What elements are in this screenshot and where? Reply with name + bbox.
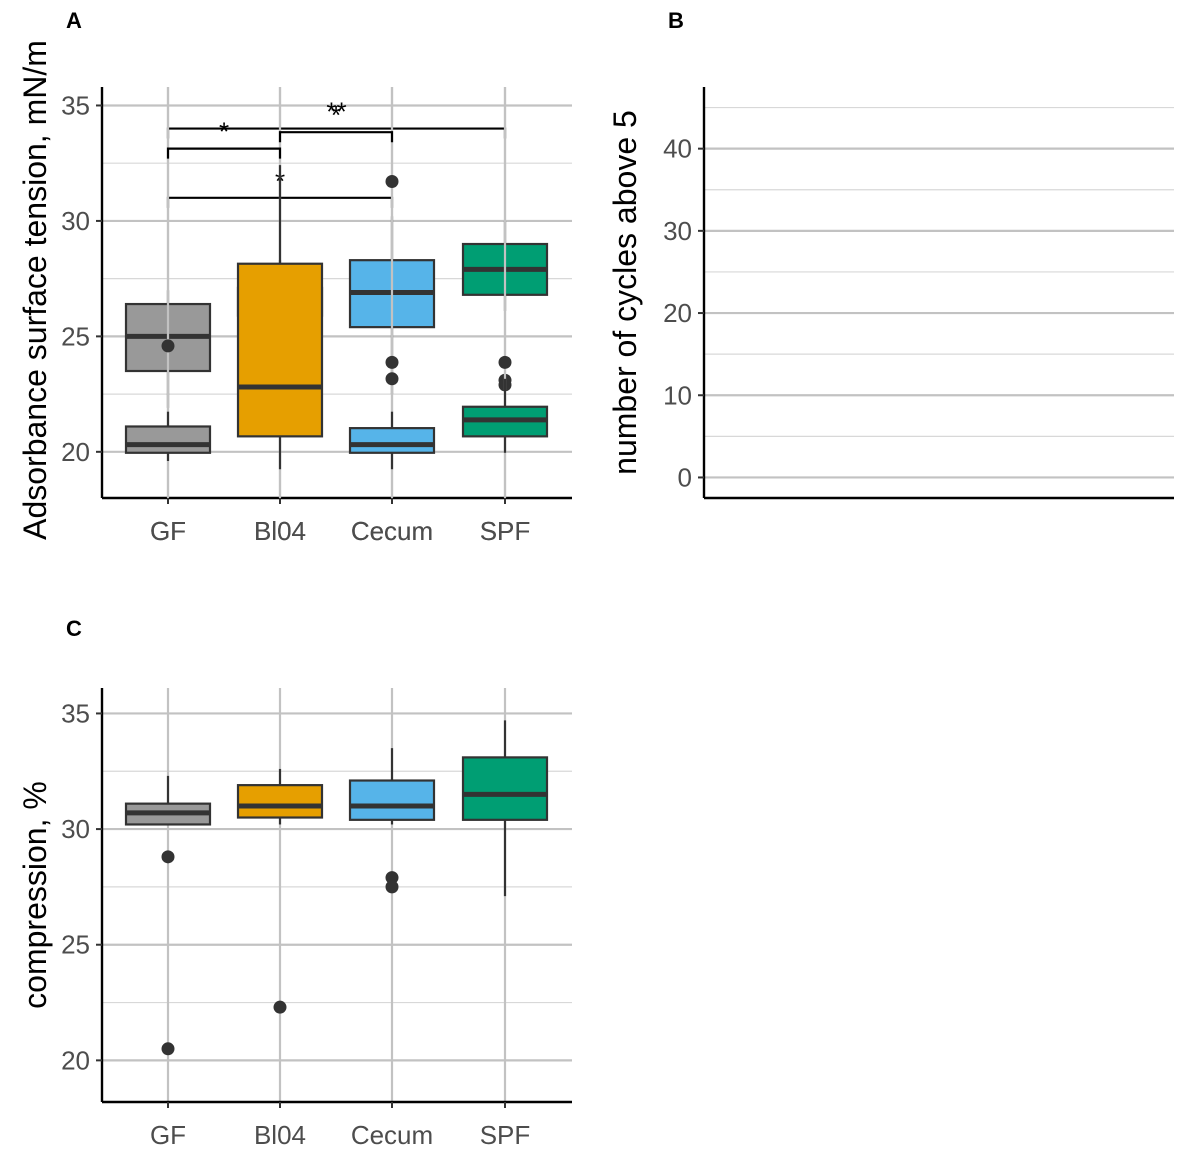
box-cecum (348, 427, 436, 454)
outlier-point-cecum (385, 871, 399, 885)
y-tick-label: 25 (61, 321, 90, 351)
y-tick-label: 20 (663, 298, 692, 328)
y-axis-title: number of cycles above 5 (607, 110, 643, 475)
y-tick-label: 10 (663, 380, 692, 410)
box-gf (124, 425, 212, 454)
x-tick-label: SPF (480, 516, 531, 546)
panel-c: C 20 25 30 35 GF Bl04 Cecum SPF compression, % (17, 616, 572, 1149)
panel-letter-a: A (66, 8, 82, 33)
y-tick-label: 20 (61, 1045, 90, 1075)
significance-label: * (331, 100, 341, 130)
outlier-point-gf (161, 850, 175, 864)
x-tick-label: SPF (480, 1120, 531, 1149)
y-tick-label: 40 (663, 134, 692, 164)
x-tick-label: Cecum (351, 516, 433, 546)
outlier-point-cecum (385, 880, 399, 894)
panel-letter-b: B (668, 8, 684, 33)
outlier-point-gf (161, 1042, 175, 1056)
x-tick-label: Cecum (351, 1120, 433, 1149)
outlier-point-cecum (385, 175, 399, 189)
y-tick-label: 30 (61, 814, 90, 844)
y-tick-label: 0 (678, 462, 692, 492)
outlier-point-cecum (385, 355, 399, 369)
y-axis-title: compression, % (17, 781, 53, 1009)
significance-label: * (219, 117, 229, 147)
outlier-point-gf (161, 339, 175, 353)
box-cecum (348, 779, 436, 821)
box-bl04 (236, 262, 324, 438)
panel-letter-c: C (66, 616, 82, 641)
y-tick-label: 30 (663, 216, 692, 246)
box-spf (461, 756, 549, 821)
box-bl04 (236, 784, 324, 819)
x-tick-label: GF (150, 516, 186, 546)
y-tick-label: 35 (61, 698, 90, 728)
x-tick-label: GF (150, 516, 186, 546)
y-tick-label: 35 (61, 90, 90, 120)
significance-bracket (166, 147, 282, 159)
x-tick-label: GF (150, 1120, 186, 1149)
y-tick-label: 25 (61, 930, 90, 960)
x-tick-label: Bl04 (254, 516, 306, 546)
y-tick-label: 20 (61, 437, 90, 467)
significance-bracket (278, 131, 394, 143)
y-tick-label: 30 (61, 206, 90, 236)
x-tick-label: SPF (480, 516, 531, 546)
significance-label: ** (326, 97, 346, 127)
x-tick-label: Bl04 (254, 1120, 306, 1149)
outlier-point-cecum (385, 372, 399, 386)
x-tick-label: Cecum (351, 516, 433, 546)
outlier-point-bl04 (273, 1000, 287, 1014)
outlier-point-spf (498, 355, 512, 369)
x-tick-label: Bl04 (254, 516, 306, 546)
y-axis-title: Adsorbance surface tension, mN/m (17, 40, 53, 540)
